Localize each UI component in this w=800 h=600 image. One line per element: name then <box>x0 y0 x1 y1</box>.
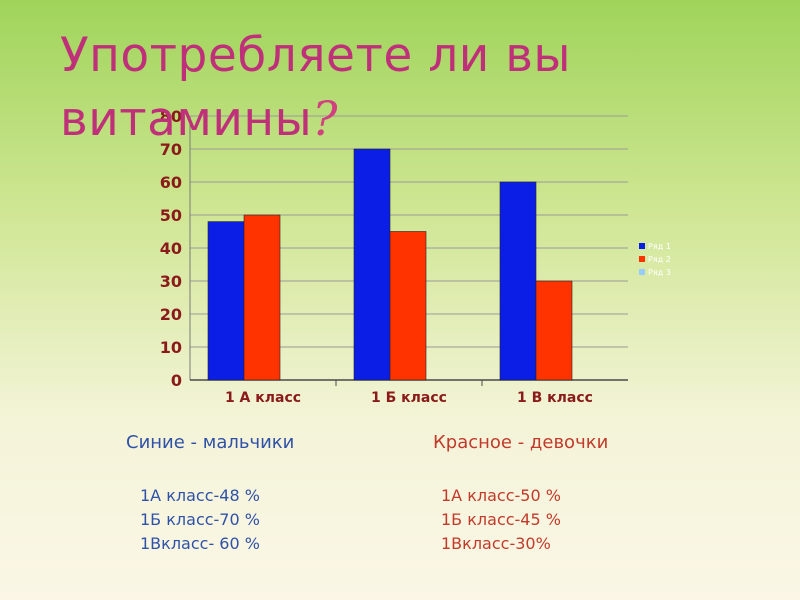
caption-boys: Синие - мальчики <box>126 432 295 453</box>
y-tick-label: 40 <box>160 239 182 258</box>
legend-label: Ряд 3 <box>648 268 671 277</box>
y-tick-label: 10 <box>160 338 182 357</box>
x-category-label: 1 Б класс <box>371 390 447 406</box>
boys-values-list: 1А класс-48 % 1Б класс-70 % 1Вкласс- 60 … <box>140 484 260 556</box>
bar <box>499 181 537 381</box>
y-tick-label: 30 <box>160 272 182 291</box>
title-line-2: витамины? <box>60 88 700 152</box>
chart-bars <box>207 148 573 381</box>
y-tick-label: 80 <box>160 107 182 126</box>
legend-swatch <box>639 269 645 275</box>
bar <box>389 231 427 381</box>
legend-swatch <box>639 256 645 262</box>
boys-value-item: 1Б класс-70 % <box>140 510 260 529</box>
legend-swatch <box>639 243 645 249</box>
caption-girls: Красное - девочки <box>433 432 609 453</box>
legend-label: Ряд 2 <box>648 255 671 264</box>
y-tick-label: 70 <box>160 140 182 159</box>
girls-values-list: 1А класс-50 % 1Б класс-45 % 1Вкласс-30% <box>441 484 561 556</box>
bar <box>207 221 245 381</box>
boys-value-item: 1А класс-48 % <box>140 486 260 505</box>
y-axis-ticks: 0 10 20 30 40 50 60 70 80 <box>160 107 182 390</box>
girls-value-item: 1Вкласс-30% <box>441 534 551 553</box>
page-title: Употребляете ли вы витамины? <box>60 24 700 152</box>
x-category-label: 1 А класс <box>225 390 301 406</box>
y-tick-label: 20 <box>160 305 182 324</box>
title-question-mark: ? <box>312 92 338 147</box>
y-tick-label: 50 <box>160 206 182 225</box>
title-line-1: Употребляете ли вы <box>60 28 572 83</box>
x-category-label: 1 В класс <box>517 390 593 406</box>
chart-legend: Ряд 1 Ряд 2 Ряд 3 <box>639 242 671 277</box>
girls-value-item: 1А класс-50 % <box>441 486 561 505</box>
bar <box>243 214 281 381</box>
y-tick-label: 0 <box>171 371 182 390</box>
bar <box>353 148 391 381</box>
y-tick-label: 60 <box>160 173 182 192</box>
bar <box>535 280 573 381</box>
boys-value-item: 1Вкласс- 60 % <box>140 534 260 553</box>
x-axis-labels: 1 А класс 1 Б класс 1 В класс <box>225 390 593 406</box>
girls-value-item: 1Б класс-45 % <box>441 510 561 529</box>
title-line-2-text: витамины <box>60 92 313 147</box>
legend-label: Ряд 1 <box>648 242 671 251</box>
